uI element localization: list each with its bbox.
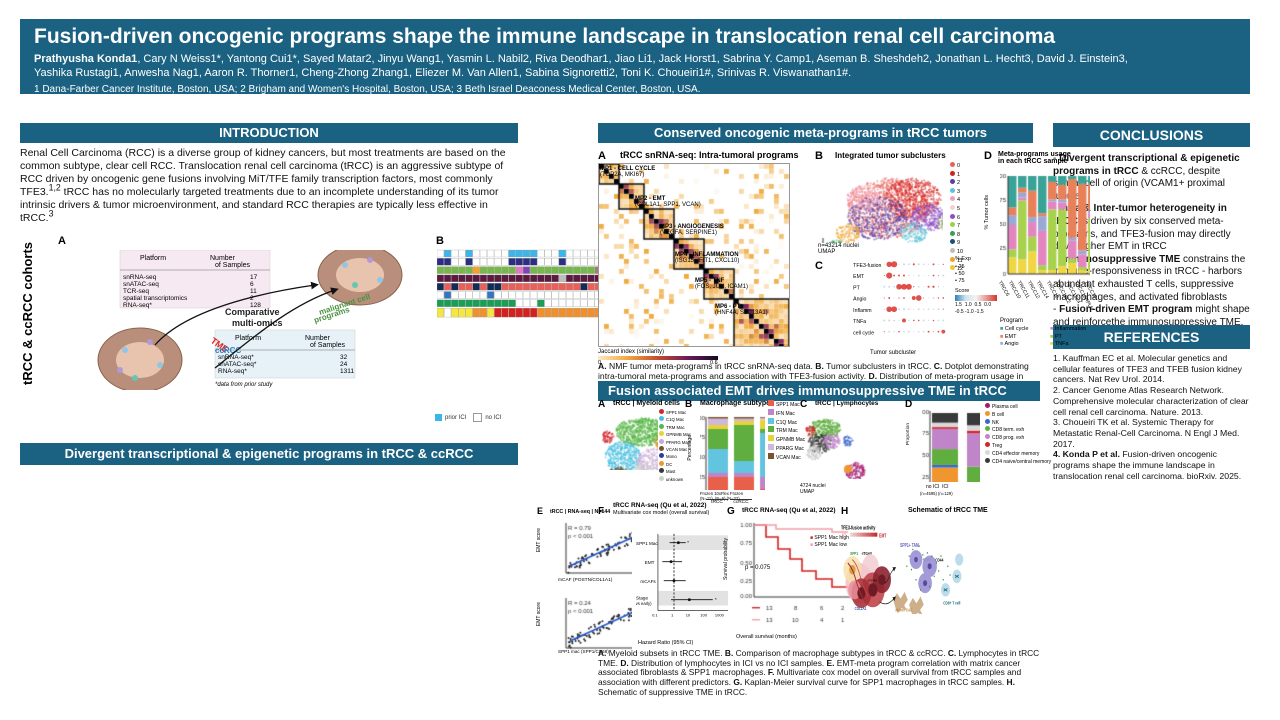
svg-text:*: * — [687, 540, 689, 546]
svg-text:PT: PT — [842, 533, 847, 539]
svg-text:24: 24 — [340, 361, 348, 368]
svg-text:Number: Number — [305, 335, 331, 342]
svg-text:11: 11 — [250, 288, 257, 295]
svg-text:multi-omics: multi-omics — [232, 318, 283, 328]
svg-text:*data from prior study: *data from prior study — [215, 382, 273, 388]
svg-text:6: 6 — [250, 281, 254, 288]
svg-text:SPP1+ TAM: SPP1+ TAM — [900, 542, 919, 548]
svg-text:snRNA-seq*: snRNA-seq* — [218, 354, 254, 361]
svg-text:EMT: EMT — [853, 274, 865, 280]
svg-text:1000: 1000 — [715, 612, 725, 617]
svg-text:Stage: Stage — [636, 596, 648, 601]
svg-text:SPP1: SPP1 — [850, 550, 859, 556]
svg-text:100: 100 — [700, 612, 707, 617]
svg-text:snATAC-seq*: snATAC-seq* — [218, 361, 257, 368]
svg-text:COL1A1: COL1A1 — [855, 606, 867, 611]
svg-text:10: 10 — [686, 612, 691, 617]
svg-text:Platform: Platform — [140, 255, 166, 262]
svg-text:1: 1 — [671, 612, 674, 617]
svg-text:(Adv vs early): (Adv vs early) — [636, 601, 652, 606]
svg-text:spatial transcriptomics: spatial transcriptomics — [123, 295, 188, 302]
svg-text:RNA-seq*: RNA-seq* — [218, 368, 247, 375]
svg-text:TFE3-fusion: TFE3-fusion — [853, 263, 881, 269]
svg-text:cell cycle: cell cycle — [853, 330, 874, 336]
svg-text:Inflamm: Inflamm — [853, 308, 871, 314]
svg-text:EMT: EMT — [879, 533, 886, 539]
svg-text:Comparative: Comparative — [225, 307, 280, 317]
svg-text:2: 2 — [250, 295, 254, 302]
svg-text:mCAFs: mCAFs — [640, 579, 656, 584]
svg-text:snATAC-seq: snATAC-seq — [123, 281, 159, 288]
svg-text:RNA-seq*: RNA-seq* — [123, 302, 152, 309]
svg-text:of Samples: of Samples — [310, 342, 346, 349]
svg-text:TNFa: TNFa — [853, 319, 866, 325]
svg-text:Angio: Angio — [853, 297, 866, 303]
svg-text:TCR-seq: TCR-seq — [123, 288, 149, 295]
svg-text:EMT: EMT — [645, 560, 655, 565]
svg-text:Number: Number — [210, 255, 236, 262]
svg-text:CD8+ T cell: CD8+ T cell — [943, 600, 960, 606]
svg-text:32: 32 — [340, 354, 348, 361]
svg-text:1311: 1311 — [340, 368, 354, 375]
svg-text:Matrix CAF: Matrix CAF — [896, 607, 913, 613]
svg-text:of Samples: of Samples — [215, 262, 251, 269]
svg-text:17: 17 — [250, 274, 258, 281]
svg-text:snRNA-seq: snRNA-seq — [123, 274, 157, 281]
svg-text:-ITGAV: -ITGAV — [867, 579, 877, 583]
svg-text:SPP1 Mac: SPP1 Mac — [636, 541, 658, 546]
svg-text:PT: PT — [853, 285, 860, 291]
svg-text:TFE3-fusion activity: TFE3-fusion activity — [841, 525, 876, 531]
svg-text:*: * — [715, 597, 717, 603]
svg-text:0.1: 0.1 — [652, 612, 658, 617]
